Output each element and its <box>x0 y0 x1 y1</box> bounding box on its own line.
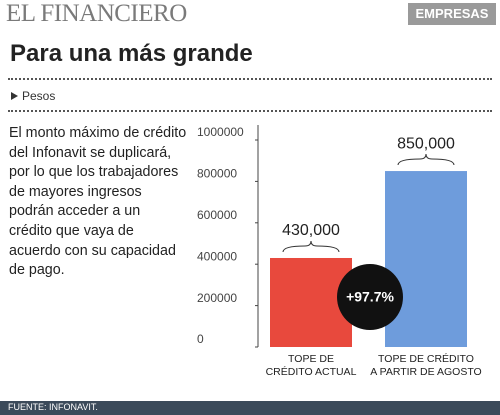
unit-label: Pesos <box>22 89 56 103</box>
divider <box>8 78 492 80</box>
divider <box>8 110 492 112</box>
footer-bar <box>0 401 500 415</box>
annotation-badge <box>337 264 403 330</box>
y-tick-label: 1000000 <box>197 125 244 139</box>
chart: 0 200000 400000 600000 800000 1000000 430,000 8… <box>197 125 467 348</box>
y-tick-label: 0 <box>197 332 204 346</box>
value-label: 430,000 <box>282 222 340 239</box>
value-label: 850,000 <box>397 135 455 152</box>
source: FUENTE: INFONAVIT. <box>8 402 98 412</box>
bar <box>385 171 467 347</box>
y-tick-label: 600000 <box>197 208 237 222</box>
brace <box>282 240 340 253</box>
arrow-icon <box>11 92 18 100</box>
title: Para una más grande <box>10 40 253 67</box>
annotation: +97.7% <box>346 289 394 305</box>
logo: EL FINANCIERO <box>6 0 187 27</box>
y-tick-label: 400000 <box>197 249 237 263</box>
y-tick-label: 200000 <box>197 291 237 305</box>
description: El monto máximo de crédito del Infonavit… <box>9 125 187 279</box>
x-tick-label: TOPE DE CRÉDITO ACTUAL <box>265 353 357 378</box>
brace <box>397 154 455 166</box>
y-tick-label: 800000 <box>197 167 237 181</box>
x-tick-label: TOPE DE CRÉDITO A PARTIR DE AGOSTO <box>370 353 482 378</box>
section-label: EMPRESAS <box>408 3 496 25</box>
